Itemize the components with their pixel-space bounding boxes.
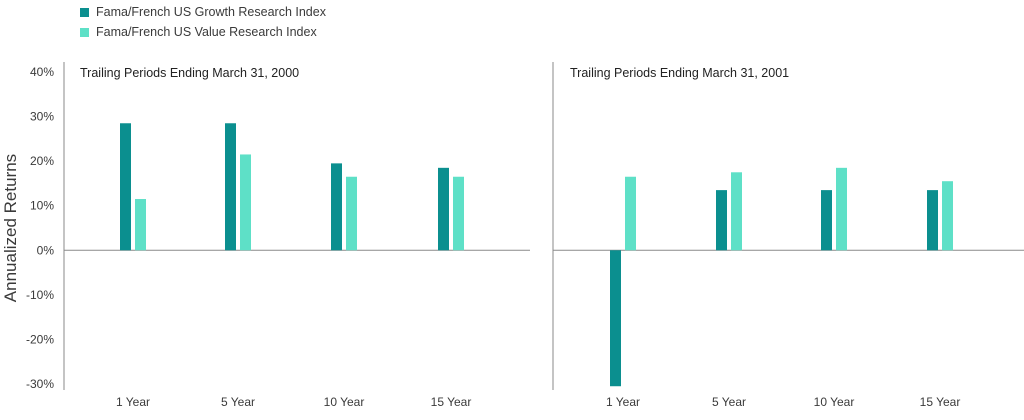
growth-bar xyxy=(120,123,131,251)
x-tick-label: 1 Year xyxy=(116,395,150,409)
x-tick-label: 5 Year xyxy=(221,395,255,409)
growth-bar xyxy=(225,123,236,251)
x-tick-label: 15 Year xyxy=(431,395,472,409)
y-tick-label: -30% xyxy=(26,377,54,391)
y-tick-label: -20% xyxy=(26,332,54,346)
value-bar xyxy=(135,199,146,251)
y-tick-label: 20% xyxy=(30,154,54,168)
value-bar xyxy=(836,167,847,251)
x-tick-label: 10 Year xyxy=(324,395,365,409)
panel-title-2001: Trailing Periods Ending March 31, 2001 xyxy=(570,66,789,80)
growth-bar xyxy=(927,190,938,251)
growth-bar xyxy=(716,190,727,251)
growth-bar xyxy=(331,163,342,251)
y-tick-label: 10% xyxy=(30,199,54,213)
value-bar xyxy=(453,176,464,251)
value-bar xyxy=(346,176,357,251)
y-axis-ticks: 40% 30% 20% 10% 0% -10% -20% -30% xyxy=(26,65,54,391)
value-bar xyxy=(731,172,742,251)
y-tick-label: 30% xyxy=(30,110,54,124)
legend: Fama/French US Growth Research Index Fam… xyxy=(80,2,326,42)
growth-bar xyxy=(821,190,832,251)
panel-2001: Trailing Periods Ending March 31, 2001 1… xyxy=(552,62,1024,409)
y-axis-label: Annualized Returns xyxy=(1,154,20,302)
y-tick-label: 0% xyxy=(37,243,55,257)
legend-item-value: Fama/French US Value Research Index xyxy=(80,22,326,42)
y-tick-label: -10% xyxy=(26,288,54,302)
legend-label-growth: Fama/French US Growth Research Index xyxy=(96,5,326,19)
x-tick-label: 1 Year xyxy=(606,395,640,409)
x-tick-label: 5 Year xyxy=(712,395,746,409)
x-tick-label: 10 Year xyxy=(814,395,855,409)
x-tick-label: 15 Year xyxy=(920,395,961,409)
growth-bar xyxy=(610,250,621,387)
legend-label-value: Fama/French US Value Research Index xyxy=(96,25,317,39)
value-bar xyxy=(625,176,636,251)
legend-swatch-value xyxy=(80,27,89,37)
y-tick-label: 40% xyxy=(30,65,54,79)
legend-swatch-growth xyxy=(80,7,89,17)
value-bar xyxy=(240,154,251,251)
panel-2000: Trailing Periods Ending March 31, 2000 1… xyxy=(63,62,530,409)
growth-bar xyxy=(438,167,449,251)
panel-title-2000: Trailing Periods Ending March 31, 2000 xyxy=(80,66,299,80)
legend-item-growth: Fama/French US Growth Research Index xyxy=(80,2,326,22)
value-bar xyxy=(942,181,953,251)
